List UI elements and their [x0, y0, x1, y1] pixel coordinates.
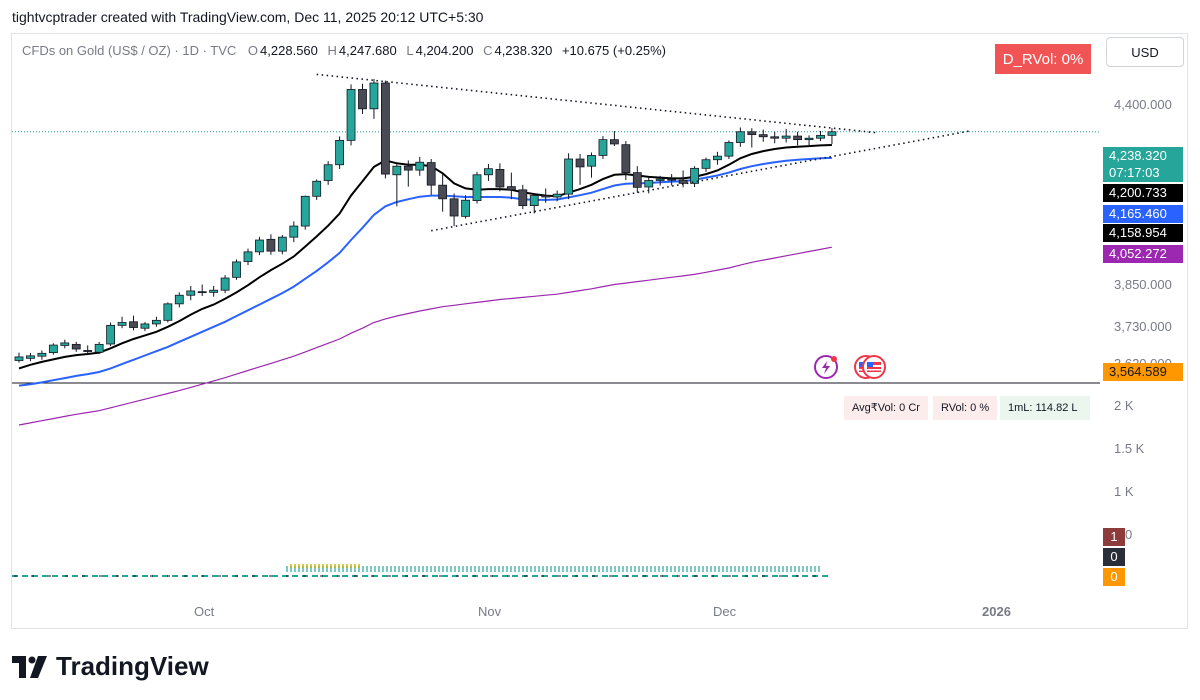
symbol-legend[interactable]: CFDs on Gold (US$ / OZ) · 1D · TVC O 4,22… [22, 43, 668, 58]
tradingview-logo-icon [12, 655, 47, 678]
x-month-oct: Oct [194, 604, 215, 619]
y-tick: 4,400.000 [1114, 97, 1172, 112]
low-label: L [406, 43, 414, 58]
avg-vol-pill: Avg₹Vol: 0 Cr [844, 396, 928, 420]
x-year-2026: 2026 [982, 604, 1011, 619]
y-tick: 3,730.000 [1114, 319, 1172, 334]
vol-tick-partial: 0 [1125, 527, 1133, 542]
rvol-pill: RVol: 0 % [933, 396, 998, 420]
high-value: 4,247.680 [338, 43, 397, 58]
ma-fast2-tag: 4,158.954 [1103, 224, 1183, 242]
x-month-dec: Dec [713, 604, 737, 619]
mini-tag-red: 1 [1103, 528, 1125, 546]
chart-frame[interactable] [11, 33, 1188, 629]
last-price-tag: 4,238.320 [1103, 147, 1183, 165]
vol-tick: 1 K [1114, 484, 1134, 499]
close-value: 4,238.320 [494, 43, 553, 58]
vol-tick: 2 K [1114, 398, 1134, 413]
ml-pill: 1mL: 114.82 L [1000, 396, 1090, 420]
symbol-name[interactable]: CFDs on Gold (US$ / OZ) · 1D · TVC [22, 43, 237, 58]
vol-tick: 1.5 K [1114, 441, 1145, 456]
ma-fast-tag: 4,200.733 [1103, 184, 1183, 202]
tradingview-logo[interactable]: TradingView [12, 651, 209, 682]
chart-caption: tightvcptrader created with TradingView.… [12, 9, 484, 25]
change-value: +10.675 (+0.25%) [561, 43, 667, 58]
open-value: 4,228.560 [260, 43, 318, 58]
d-rvol-badge: D_RVol: 0% [995, 44, 1091, 74]
low-value: 4,204.200 [415, 43, 474, 58]
y-tick: 3,620.000 [1114, 356, 1172, 364]
mini-tag-orange: 0 [1103, 568, 1125, 586]
high-label: H [327, 43, 337, 58]
brand-name: TradingView [56, 651, 209, 681]
close-label: C [483, 43, 493, 58]
open-label: O [247, 43, 259, 58]
mini-tag-dark: 0 [1103, 548, 1125, 566]
ma-blue-tag: 4,165.460 [1103, 205, 1183, 223]
ma-purple-tag: 4,052.272 [1103, 245, 1183, 263]
low-price-tag: 3,564.589 [1103, 363, 1183, 381]
x-month-nov: Nov [478, 604, 502, 619]
currency-button[interactable]: USD [1106, 37, 1184, 67]
bar-timer-tag: 07:17:03 [1103, 164, 1183, 182]
y-tick: 3,850.000 [1114, 277, 1172, 292]
